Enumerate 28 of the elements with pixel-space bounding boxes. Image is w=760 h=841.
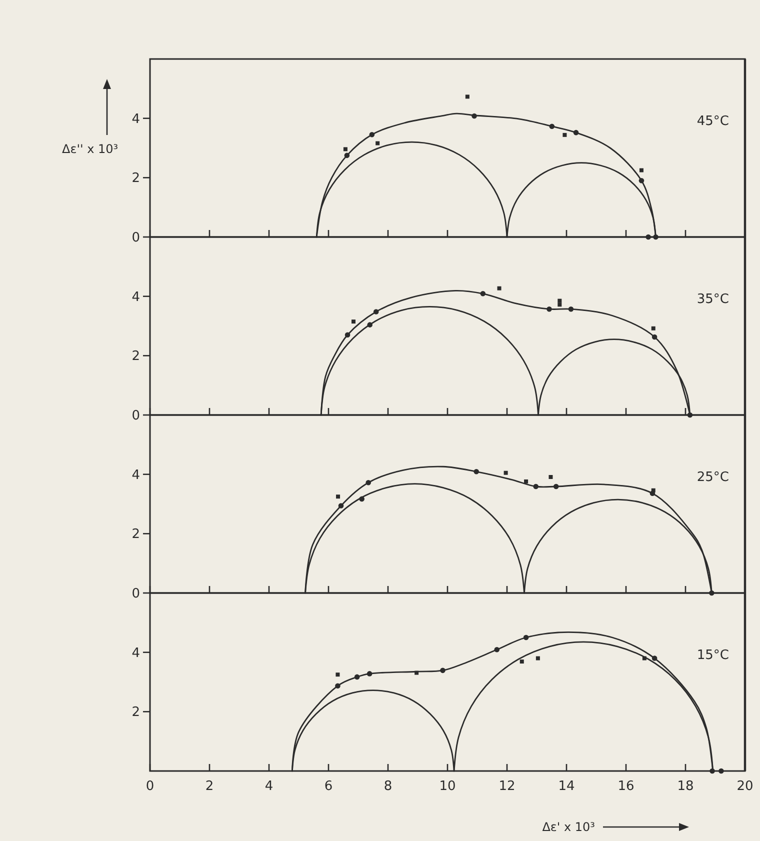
x-tick-label: 2 [205, 779, 214, 794]
x-tick-label: 12 [498, 779, 516, 794]
y-tick-label: 2 [132, 171, 140, 186]
x-tick-label: 6 [324, 779, 333, 794]
x-tick-label: 4 [264, 779, 274, 794]
y-tick-label: 2 [132, 527, 140, 542]
y-tick-label: 2 [132, 705, 140, 720]
y-tick-label: 4 [132, 646, 140, 661]
x-tick-label: 0 [146, 779, 154, 794]
y-tick-label: 0 [132, 408, 140, 424]
y-tick-label: 0 [132, 586, 140, 602]
x-tick-label: 20 [736, 779, 754, 794]
x-tick-label: 10 [439, 779, 456, 794]
y-tick-label: 4 [132, 290, 140, 305]
x-tick-label: 18 [677, 779, 694, 794]
y-tick-label: 2 [132, 349, 140, 364]
x-tick-label: 14 [558, 779, 575, 794]
x-tick-label: 8 [384, 779, 392, 794]
text: 45°C [696, 114, 729, 129]
y-tick-label: 0 [132, 230, 140, 246]
y-tick-label: 4 [132, 112, 140, 127]
x-axis-title: Δε' x 10³ [542, 820, 596, 834]
x-tick-label: 16 [618, 779, 634, 794]
y-axis-title: Δε'' x 10³ [62, 142, 118, 156]
text: 25°C [696, 470, 729, 485]
text: 15°C [696, 648, 729, 663]
text: 35°C [696, 292, 729, 307]
y-tick-label: 4 [132, 468, 140, 483]
